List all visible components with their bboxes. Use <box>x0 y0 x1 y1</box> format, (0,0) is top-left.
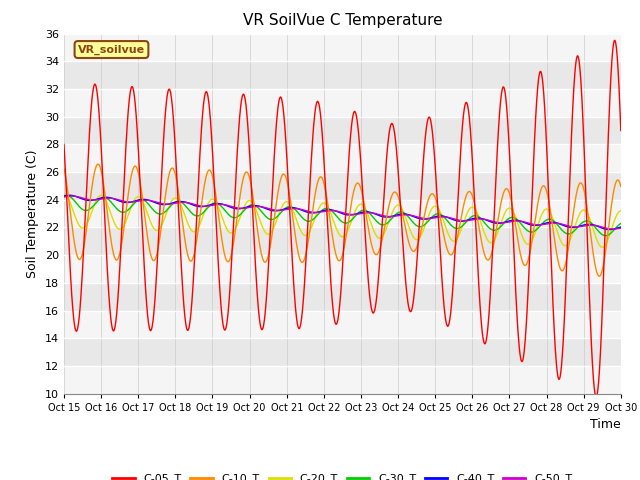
Text: VR_soilvue: VR_soilvue <box>78 44 145 55</box>
X-axis label: Time: Time <box>590 418 621 431</box>
Bar <box>64 366 621 394</box>
Bar <box>64 311 621 338</box>
Legend: C-05_T, C-10_T, C-20_T, C-30_T, C-40_T, C-50_T: C-05_T, C-10_T, C-20_T, C-30_T, C-40_T, … <box>108 469 577 480</box>
Bar <box>64 255 621 283</box>
Bar <box>64 144 621 172</box>
Bar <box>64 89 621 117</box>
Y-axis label: Soil Temperature (C): Soil Temperature (C) <box>26 149 39 278</box>
Title: VR SoilVue C Temperature: VR SoilVue C Temperature <box>243 13 442 28</box>
Bar <box>64 34 621 61</box>
Bar <box>64 200 621 228</box>
